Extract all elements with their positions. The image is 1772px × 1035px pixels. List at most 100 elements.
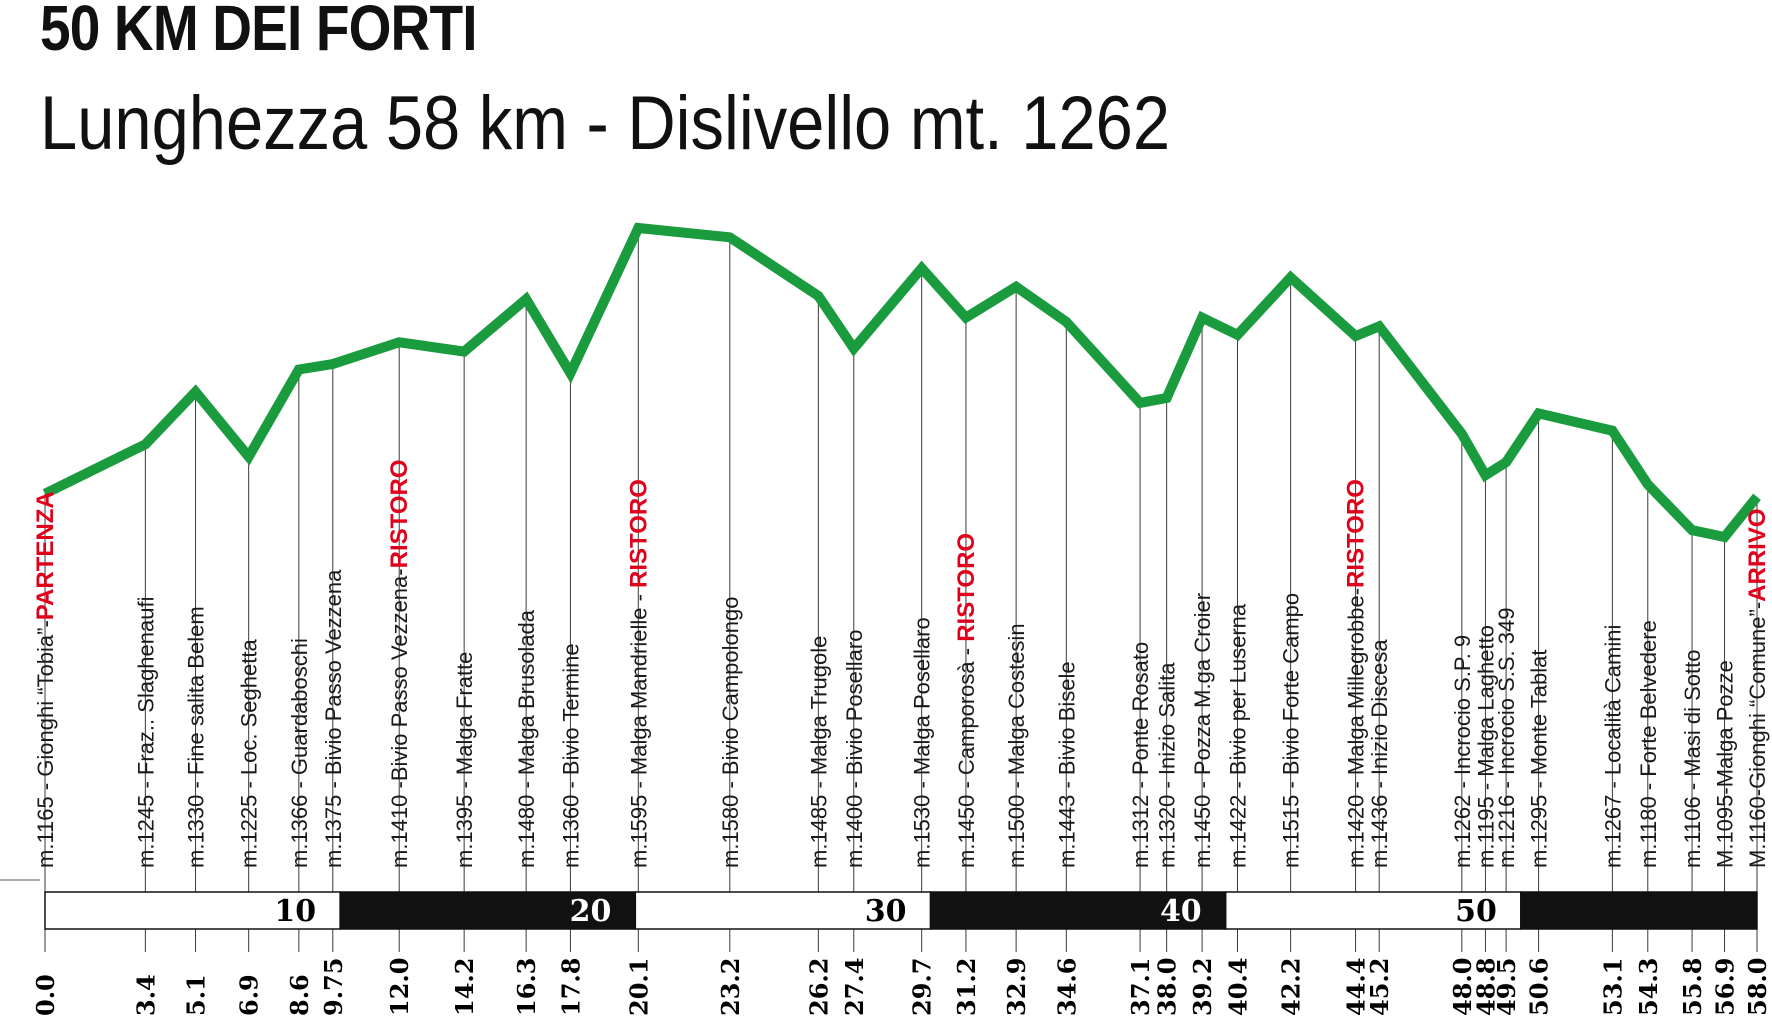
km-bar-segment	[44, 891, 341, 930]
chart-title: 50 KM DEI FORTI	[40, 0, 477, 64]
waypoint-name: m.1216 - Incrocio S.S. 349	[1494, 608, 1519, 868]
waypoint-label: m.1530 - Malga Posellaro	[910, 617, 935, 868]
waypoint-label: m.1366 - Guardaboschi	[287, 638, 312, 868]
waypoint-name: m.1180 - Forte Belvedere	[1636, 620, 1661, 868]
waypoint-name: m.1422 - Bivio per Luserna	[1225, 603, 1250, 868]
km-label: 45.2	[1365, 958, 1394, 1016]
km-label: 20.1	[624, 958, 653, 1016]
km-label: 0.0	[31, 974, 60, 1016]
waypoint-label: m.1395 - Malga Fratte	[452, 652, 477, 868]
km-bar-label: 30	[865, 894, 907, 929]
km-label: 29.7	[908, 958, 937, 1016]
km-bar-label: 20	[570, 894, 612, 929]
waypoint-label: m.1165 - Gionghi “Tobia”-PARTENZA	[32, 491, 59, 868]
waypoint-label: m.1400 - Bivio Posellaro	[842, 630, 867, 868]
waypoint-flag: RISTORO	[625, 479, 652, 588]
km-bar-segment	[339, 891, 637, 930]
km-label: 12.0	[385, 958, 414, 1016]
waypoint-name: m.1262 - Incrocio S.P. 9	[1450, 635, 1475, 868]
waypoint-name: m.1485 - Malga Trugole	[806, 636, 831, 868]
waypoint-label: m.1500 - Malga Costesin	[1004, 623, 1029, 868]
waypoint-name: m.1420 - Malga Millegrobbe-	[1344, 588, 1369, 868]
km-label: 16.3	[512, 958, 541, 1016]
km-label: 27.4	[840, 958, 869, 1016]
km-label: 8.6	[285, 974, 314, 1016]
waypoint-label: m.1216 - Incrocio S.S. 349	[1494, 608, 1519, 868]
km-label: 58.0	[1743, 958, 1772, 1016]
waypoint-name: m.1267 - Località Camini	[1600, 625, 1625, 868]
waypoint-label: m.1410 -Bivio Passo Vezzena-RISTORO	[386, 459, 413, 868]
waypoint-name: m.1595 - Malga Mandrielle -	[626, 588, 651, 868]
km-label: 48.0	[1448, 958, 1477, 1016]
waypoint-name: m.1436 - Inizio Discesa	[1367, 639, 1392, 868]
km-label: 38.0	[1153, 958, 1182, 1016]
waypoint-flag: PARTENZA	[32, 491, 59, 620]
waypoint-label: m.1312 - Ponte Rosato	[1128, 642, 1153, 868]
waypoint-name: m.1312 - Ponte Rosato	[1128, 642, 1153, 868]
waypoint-label: M.1095-Malga Pozze	[1713, 660, 1738, 868]
waypoint-name: m.1480 - Malga Brusolada	[514, 609, 539, 868]
waypoint-name: m.1400 - Bivio Posellaro	[842, 630, 867, 868]
km-label: 49.5	[1492, 958, 1521, 1016]
drop-lines	[44, 228, 1758, 952]
km-bar-segment	[1520, 891, 1758, 930]
waypoint-name: m.1410 -Bivio Passo Vezzena-	[387, 568, 412, 868]
waypoint-label: m.1180 - Forte Belvedere	[1636, 620, 1661, 868]
waypoint-name: m.1360 - Bivio Termine	[558, 643, 583, 868]
waypoint-name: m.1330 - Fine salita Belem	[184, 606, 209, 868]
waypoint-label: m.1195 - Malga Laghetto	[1473, 625, 1498, 868]
km-label: 17.8	[556, 958, 585, 1016]
waypoint-label: m.1443 - Bivio Bisele	[1054, 661, 1079, 868]
waypoint-flag: RISTORO	[1343, 479, 1370, 588]
waypoint-label: m.1360 - Bivio Termine	[558, 643, 583, 868]
waypoint-label: m.1422 - Bivio per Luserna	[1225, 603, 1250, 868]
waypoint-name: m.1500 - Malga Costesin	[1004, 623, 1029, 868]
waypoint-flag: ARRIVO	[1744, 509, 1771, 602]
waypoint-name: m.1295 - Monte Tablat	[1527, 650, 1552, 869]
km-label: 6.9	[235, 974, 264, 1016]
km-bar-segment	[1224, 891, 1522, 930]
km-bar-label: 40	[1160, 894, 1202, 929]
km-label: 44.4	[1342, 958, 1371, 1016]
waypoint-label: m.1106 - Masi di Sotto	[1680, 650, 1705, 868]
waypoint-label: m.1450 - Pozza M.ga Croier	[1190, 593, 1215, 868]
waypoint-name: m.1530 - Malga Posellaro	[910, 617, 935, 868]
km-label: 5.1	[182, 974, 211, 1016]
waypoint-name: m.1245 - Fraz.. Slaghenaufi	[133, 597, 158, 868]
waypoint-name: M.1095-Malga Pozze	[1713, 660, 1738, 868]
km-label: 48.8	[1471, 958, 1500, 1016]
waypoint-name: m.1165 - Gionghi “Tobia”-	[33, 620, 58, 868]
waypoint-name: m.1443 - Bivio Bisele	[1054, 661, 1079, 868]
waypoint-label: m.1295 - Monte Tablat	[1527, 650, 1552, 869]
km-bar-segment	[929, 891, 1227, 930]
km-label: 42.2	[1277, 958, 1306, 1016]
waypoint-name: m.1366 - Guardaboschi	[287, 638, 312, 868]
waypoint-name: m.1580 - Bivio Campolongo	[718, 597, 743, 868]
waypoint-name: M.1160-Gionghi “Comune”-	[1745, 602, 1770, 868]
waypoint-name: m.1375 - Bivio Passo Vezzena	[321, 569, 346, 868]
waypoint-flag: RISTORO	[953, 533, 980, 642]
waypoint-label: m.1262 - Incrocio S.P. 9	[1450, 635, 1475, 868]
waypoint-label: m.1480 - Malga Brusolada	[514, 609, 539, 868]
km-bar: 10 20 30 40 50	[0, 879, 1758, 930]
waypoint-label: m.1595 - Malga Mandrielle - RISTORO	[625, 479, 652, 868]
waypoint-label: m.1267 - Località Camini	[1600, 625, 1625, 868]
waypoint-name: m.1450 - Pozza M.ga Croier	[1190, 593, 1215, 868]
waypoint-label: m.1330 - Fine salita Belem	[184, 606, 209, 868]
km-label: 14.2	[450, 958, 479, 1016]
km-label: 31.2	[952, 958, 981, 1016]
km-label: 34.6	[1052, 958, 1081, 1016]
km-label: 3.4	[131, 974, 160, 1016]
waypoint-label: m.1225 - Loc. Seghetta	[237, 639, 262, 868]
km-label: 50.6	[1525, 958, 1554, 1016]
km-bar-label: 10	[274, 894, 316, 929]
elevation-profile-line	[42, 222, 1761, 543]
km-label: 23.2	[716, 958, 745, 1016]
waypoint-label: m.1245 - Fraz.. Slaghenaufi	[133, 597, 158, 868]
waypoint-name: m.1106 - Masi di Sotto	[1680, 650, 1705, 868]
km-label: 54.3	[1634, 958, 1663, 1016]
waypoint-label: m.1450 - Camporosà - RISTORO	[953, 533, 980, 868]
km-label: 55.8	[1678, 958, 1707, 1016]
km-label: 26.2	[804, 958, 833, 1016]
